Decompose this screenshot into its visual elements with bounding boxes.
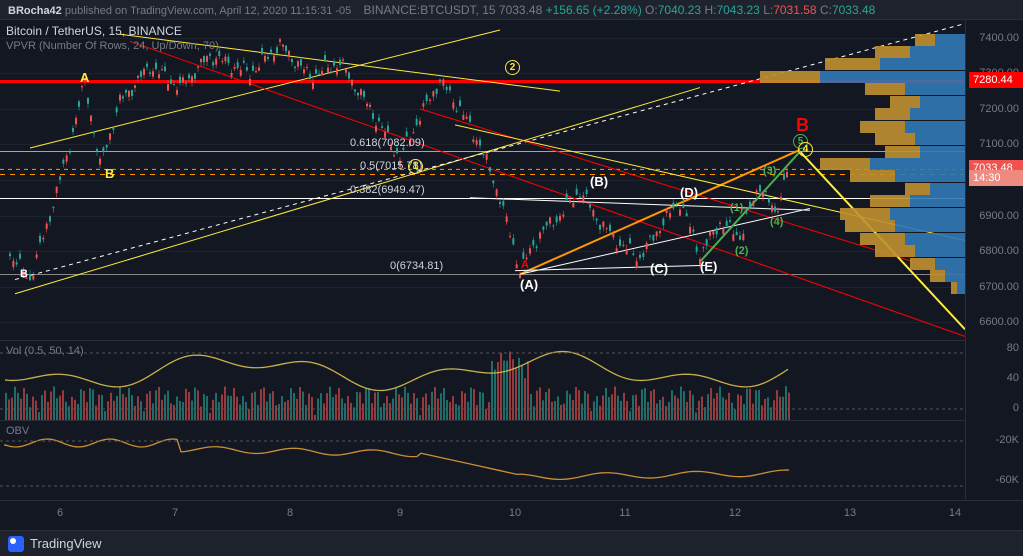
time-tick: 10 <box>509 507 521 519</box>
wave-label: (E) <box>700 259 717 274</box>
time-tick: 13 <box>844 507 856 519</box>
publish-header: BRocha42 published on TradingView.com, A… <box>0 0 1023 20</box>
wave-label: B <box>20 268 28 280</box>
volume-axis: 80 40 0 <box>965 340 1023 420</box>
wave-label: (1) <box>730 202 743 214</box>
wave-label: A <box>80 70 89 85</box>
tradingview-logo-icon <box>8 536 24 552</box>
ticker-change: +156.65 (+2.28%) <box>546 3 642 17</box>
vol-tick: 80 <box>1007 342 1019 354</box>
obv-tick: -60K <box>996 474 1019 486</box>
price-tick: 6900.00 <box>979 210 1019 222</box>
ticker-last: 7033.48 <box>499 3 542 17</box>
price-tag: 7280.44 <box>969 72 1023 88</box>
vol-label: Vol (0.5, 50, 14) <box>6 345 84 357</box>
fib-label: 0(6734.81) <box>390 260 443 272</box>
volume-bars <box>0 341 965 421</box>
price-tick: 6700.00 <box>979 281 1019 293</box>
volume-panel[interactable]: Vol (0.5, 50, 14) <box>0 340 965 420</box>
wave-label: B <box>796 115 809 136</box>
obv-panel[interactable]: OBV <box>0 420 965 500</box>
wave-label: 4 <box>798 142 813 157</box>
wave-label: (3) <box>763 165 776 177</box>
author: BRocha42 <box>8 5 62 17</box>
price-tick: 7100.00 <box>979 138 1019 150</box>
wave-label: (2) <box>735 245 748 257</box>
vol-tick: 0 <box>1013 402 1019 414</box>
vol-tick: 40 <box>1007 372 1019 384</box>
obv-line <box>0 421 965 501</box>
wave-label: A <box>521 259 529 271</box>
fib-label: 0.382(6949.47) <box>350 184 425 196</box>
indicator-legend: VPVR (Number Of Rows, 24, Up/Down, 70) <box>6 40 219 52</box>
ticker-symbol: BINANCE:BTCUSDT, 15 <box>364 3 496 17</box>
price-tick: 6800.00 <box>979 245 1019 257</box>
time-axis[interactable]: 6 7 8 9 10 11 12 13 14 <box>0 500 1023 530</box>
wave-label: (B) <box>590 174 608 189</box>
wave-label: B <box>105 166 114 181</box>
time-tick: 12 <box>729 507 741 519</box>
price-tick: 7200.00 <box>979 103 1019 115</box>
wave-label: (C) <box>650 261 668 276</box>
time-tick: 8 <box>287 507 293 519</box>
ticker-line: BINANCE:BTCUSDT, 15 7033.48 +156.65 (+2.… <box>364 3 876 17</box>
wave-label: (4) <box>770 216 783 228</box>
obv-label: OBV <box>6 425 29 437</box>
price-tick: 6600.00 <box>979 316 1019 328</box>
time-tick: 6 <box>57 507 63 519</box>
wave-label: 2 <box>505 60 520 75</box>
obv-tick: -20K <box>996 434 1019 446</box>
obv-axis: -20K -60K <box>965 420 1023 500</box>
chart-legend: Bitcoin / TetherUS, 15, BINANCE <box>6 24 182 38</box>
footer: TradingView <box>0 530 1023 556</box>
price-tick: 7400.00 <box>979 32 1019 44</box>
wave-label: (D) <box>680 185 698 200</box>
time-tick: 14 <box>949 507 961 519</box>
volume-profile <box>765 20 965 340</box>
price-tag: 14:30 <box>969 170 1023 186</box>
wave-label: (A) <box>520 277 538 292</box>
time-tick: 7 <box>172 507 178 519</box>
published-on: published on TradingView.com, <box>65 5 217 17</box>
price-axis[interactable]: 7400.007300.007200.007100.007000.006900.… <box>965 20 1023 340</box>
fib-label: 0.618(7082.09) <box>350 137 425 149</box>
time-tick: 11 <box>619 507 630 519</box>
publish-date: April 12, 2020 11:15:31 -05 <box>219 5 351 17</box>
time-tick: 9 <box>397 507 403 519</box>
brand-name: TradingView <box>30 536 102 551</box>
